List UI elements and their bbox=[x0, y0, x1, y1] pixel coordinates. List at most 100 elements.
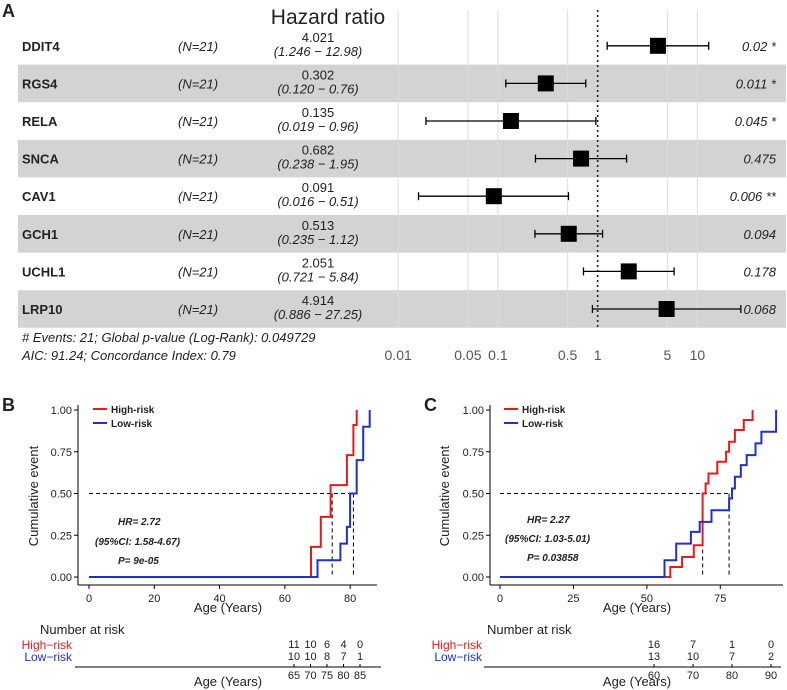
km-x-tick-label: 80 bbox=[344, 593, 356, 605]
km-c-ylabel: Cumulative event bbox=[437, 445, 452, 546]
forest-n-label: (N=21) bbox=[178, 302, 218, 317]
risk-table-count: 10 bbox=[687, 651, 699, 663]
km-b-risk-low-label: Low−risk bbox=[24, 650, 73, 664]
forest-ci-label: (0.120 − 0.76) bbox=[277, 81, 358, 96]
forest-hr-marker bbox=[560, 225, 577, 242]
km-b-annot-ci: (95%CI: 1.58-4.67) bbox=[95, 537, 181, 548]
forest-n-label: (N=21) bbox=[178, 152, 218, 167]
forest-tick-label: 10 bbox=[690, 347, 706, 363]
km-b-annot-hr: HR= 2.72 bbox=[118, 517, 161, 528]
forest-tick-label: 5 bbox=[663, 347, 671, 363]
risk-table-count: 7 bbox=[729, 651, 735, 663]
forest-hr-marker bbox=[658, 301, 675, 317]
km-b-ylabel: Cumulative event bbox=[26, 445, 41, 546]
km-c-annot-p: P= 0.03858 bbox=[527, 553, 579, 564]
forest-row-band bbox=[18, 139, 786, 178]
forest-n-label: (N=21) bbox=[178, 76, 218, 91]
km-x-tick-label: 40 bbox=[213, 593, 225, 605]
risk-table-count: 1 bbox=[729, 639, 735, 651]
forest-p-label: 0.178 bbox=[743, 264, 776, 279]
risk-table-count: 0 bbox=[768, 639, 774, 651]
risk-table-count: 10 bbox=[304, 639, 316, 651]
forest-ci-label: (0.235 − 1.12) bbox=[277, 232, 358, 247]
forest-ci-label: (0.238 − 1.95) bbox=[277, 157, 358, 172]
forest-hr-label: 0.091 bbox=[302, 180, 335, 195]
risk-table-count: 8 bbox=[324, 651, 330, 663]
forest-gene-label: DDIT4 bbox=[22, 39, 60, 54]
km-curve-low-risk bbox=[500, 410, 778, 578]
risk-table-time-label: 85 bbox=[354, 670, 366, 682]
km-curve-high-risk bbox=[89, 410, 358, 578]
risk-table-count: 13 bbox=[648, 651, 660, 663]
forest-p-label: 0.068 bbox=[743, 302, 776, 317]
km-x-tick-label: 50 bbox=[641, 593, 653, 605]
forest-row-lrp10: LRP10 (N=21) 4.914(0.886 − 27.25) 0.068 bbox=[22, 293, 777, 322]
km-x-tick-label: 0 bbox=[497, 593, 503, 605]
forest-row-cav1: CAV1 (N=21) 0.091(0.016 − 0.51) 0.006 ** bbox=[22, 180, 777, 209]
forest-row-rela: RELA (N=21) 0.135(0.019 − 0.96) 0.045 * bbox=[22, 105, 777, 134]
km-c-annot-ci: (95%CI: 1.03-5.01) bbox=[505, 534, 591, 545]
km-y-tick-label: 1.00 bbox=[51, 405, 72, 417]
risk-table-count: 7 bbox=[340, 651, 346, 663]
km-y-tick-label: 0.75 bbox=[51, 447, 72, 459]
km-y-tick-label: 0.50 bbox=[51, 489, 72, 501]
forest-tick-label: 0.05 bbox=[454, 347, 481, 363]
forest-hr-label: 0.513 bbox=[302, 218, 335, 233]
panel-label-b: B bbox=[2, 395, 15, 415]
km-plot-c: Cumulative event Age (Years) 0.00 0.25 0.5… bbox=[432, 405, 783, 689]
forest-footer-aic: AIC: 91.24; Concordance Index: 0.79 bbox=[21, 348, 236, 363]
forest-hr-label: 4.914 bbox=[302, 293, 335, 308]
forest-hr-marker bbox=[573, 150, 590, 167]
forest-gene-label: GCH1 bbox=[22, 227, 58, 242]
forest-p-label: 0.045 * bbox=[735, 114, 777, 129]
risk-table-time-label: 70 bbox=[304, 670, 316, 682]
km-c-risk-high-label: High−risk bbox=[432, 638, 483, 652]
forest-tick-label: 0.01 bbox=[385, 347, 412, 363]
km-b-xlabel: Age (Years) bbox=[194, 600, 262, 615]
km-b-legend: High-risk Low-risk bbox=[93, 405, 155, 430]
forest-ci-label: (0.019 − 0.96) bbox=[277, 119, 358, 134]
forest-hr-marker bbox=[502, 113, 519, 129]
km-y-tick-label: 0.75 bbox=[463, 447, 484, 459]
risk-table-count: 4 bbox=[340, 639, 346, 651]
km-b-annot-p: P= 9e-05 bbox=[118, 556, 159, 567]
forest-gene-label: RELA bbox=[22, 114, 58, 129]
risk-table-time-label: 80 bbox=[726, 670, 738, 682]
km-c-legend-high: High-risk bbox=[522, 405, 566, 416]
forest-ci-label: (1.246 − 12.98) bbox=[274, 44, 363, 59]
forest-row-ddit4: DDIT4 (N=21) 4.021(1.246 − 12.98) 0.02 * bbox=[22, 30, 777, 59]
km-b-risk-xlabel: Age (Years) bbox=[194, 674, 262, 689]
forest-n-label: (N=21) bbox=[178, 227, 218, 242]
forest-p-label: 0.094 bbox=[743, 227, 776, 242]
risk-table-time-label: 75 bbox=[321, 670, 333, 682]
forest-hr-label: 2.051 bbox=[302, 255, 335, 270]
forest-hr-marker bbox=[620, 263, 637, 280]
km-curve-high-risk bbox=[500, 410, 754, 578]
km-x-tick-label: 60 bbox=[279, 593, 291, 605]
km-b-legend-low: Low-risk bbox=[111, 419, 153, 430]
forest-hr-marker bbox=[485, 188, 502, 205]
forest-row-band bbox=[18, 64, 786, 103]
km-x-tick-label: 75 bbox=[714, 593, 726, 605]
risk-table-time-label: 60 bbox=[648, 670, 660, 682]
forest-footer-events: # Events: 21; Global p-value (Log-Rank):… bbox=[22, 330, 315, 345]
forest-row-uchl1: UCHL1 (N=21) 2.051(0.721 − 5.84) 0.178 bbox=[22, 255, 777, 284]
panel-label-a: A bbox=[2, 1, 15, 21]
km-c-legend-low: Low-risk bbox=[522, 419, 564, 430]
forest-hr-label: 0.302 bbox=[302, 67, 335, 82]
forest-gene-label: SNCA bbox=[22, 152, 59, 167]
forest-gene-label: UCHL1 bbox=[22, 264, 65, 279]
risk-table-count: 1 bbox=[357, 651, 363, 663]
km-b-legend-high: High-risk bbox=[111, 405, 155, 416]
forest-title: Hazard ratio bbox=[271, 6, 385, 29]
km-b-risk-title: Number at risk bbox=[40, 622, 125, 637]
panel-label-c: C bbox=[424, 395, 437, 415]
forest-ci-label: (0.886 − 27.25) bbox=[274, 307, 363, 322]
risk-table-count: 10 bbox=[304, 651, 316, 663]
forest-n-label: (N=21) bbox=[178, 264, 218, 279]
risk-table-count: 11 bbox=[288, 639, 299, 651]
forest-plot: Hazard ratio DDIT4 (N=21) 4.021(1.246 − 12… bbox=[18, 6, 786, 363]
forest-gene-label: LRP10 bbox=[22, 302, 62, 317]
forest-p-label: 0.02 * bbox=[742, 39, 777, 54]
